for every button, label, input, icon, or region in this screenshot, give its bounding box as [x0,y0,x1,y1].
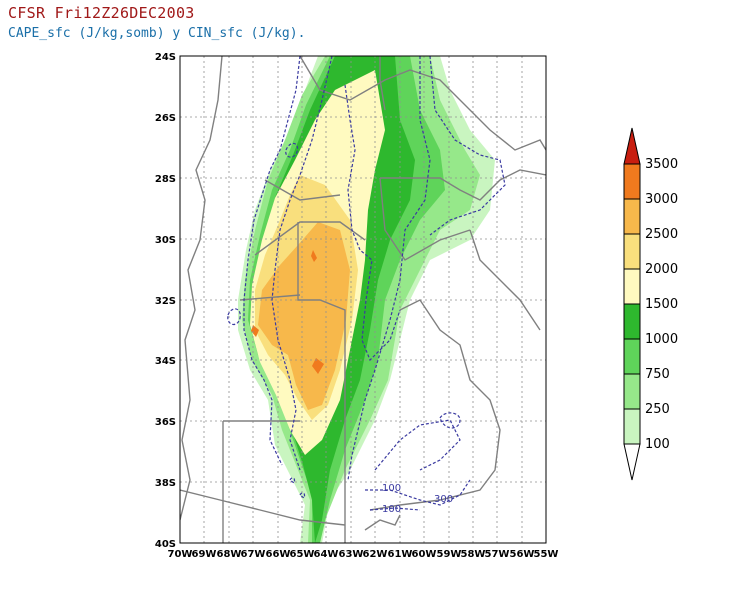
lat-tick: 32S [155,296,176,307]
colorbar-label: 2000 [645,262,678,277]
colorbar-label: 3500 [645,157,678,172]
cin-label-300: 300 [434,494,453,505]
lat-tick: 34S [155,356,176,367]
lon-tick: 67W [241,549,266,560]
lat-tick: 36S [155,417,176,428]
colorbar [623,127,641,481]
lat-tick: 30S [155,235,176,246]
colorbar-label: 100 [645,437,670,452]
lat-tick: 38S [155,478,176,489]
colorbar-label: 2500 [645,227,678,242]
colorbar-swatch [623,303,641,340]
lon-tick: 68W [217,549,242,560]
cin-contours [227,56,506,511]
lat-tick: 24S [155,52,176,63]
colorbar-label: 1500 [645,297,678,312]
lon-tick: 64W [314,549,339,560]
colorbar-swatch [623,373,641,410]
colorbar-swatch [623,338,641,375]
colorbar-label: 750 [645,367,670,382]
lon-tick: 58W [461,549,486,560]
colorbar-bottom-arrow [623,443,641,481]
colorbar-swatch [623,198,641,235]
map-title: CFSR Fri12Z26DEC2003 [8,4,195,22]
lon-tick: 62W [363,549,388,560]
map-body [180,56,546,543]
lat-tick: 26S [155,113,176,124]
colorbar-swatch [623,233,641,270]
lon-tick: 57W [485,549,510,560]
lon-tick: 61W [388,549,413,560]
cin-label-100-lower: 100 [382,504,401,515]
lon-tick: 65W [290,549,315,560]
lon-tick: 59W [437,549,462,560]
lat-axis: 24S 26S 28S 30S 32S 34S 36S 38S 40S [155,52,176,550]
map-border [179,55,547,544]
map-grid [180,56,546,543]
lat-tick: 40S [155,539,176,550]
colorbar-label: 1000 [645,332,678,347]
colorbar-swatch [623,408,641,445]
cin-label-100-upper: 100 [382,483,401,494]
lon-axis: 70W 69W 68W 67W 66W 65W 64W 63W 62W 61W … [168,549,559,560]
lon-tick: 60W [412,549,437,560]
lon-tick: 66W [266,549,291,560]
lon-tick: 55W [534,549,559,560]
colorbar-labels: 100 250 750 1000 1500 2000 2500 3000 350… [645,157,678,452]
colorbar-swatch [623,268,641,305]
lon-tick: 63W [339,549,364,560]
lat-tick: 28S [155,174,176,185]
lon-tick: 56W [510,549,535,560]
political-borders [180,56,546,543]
map-subtitle: CAPE_sfc (J/kg,somb) y CIN_sfc (J/kg). [8,26,306,41]
colorbar-top-arrow [623,127,641,165]
colorbar-label: 250 [645,402,670,417]
lon-tick: 70W [168,549,193,560]
colorbar-label: 3000 [645,192,678,207]
lon-tick: 69W [192,549,217,560]
colorbar-swatch [623,163,641,200]
